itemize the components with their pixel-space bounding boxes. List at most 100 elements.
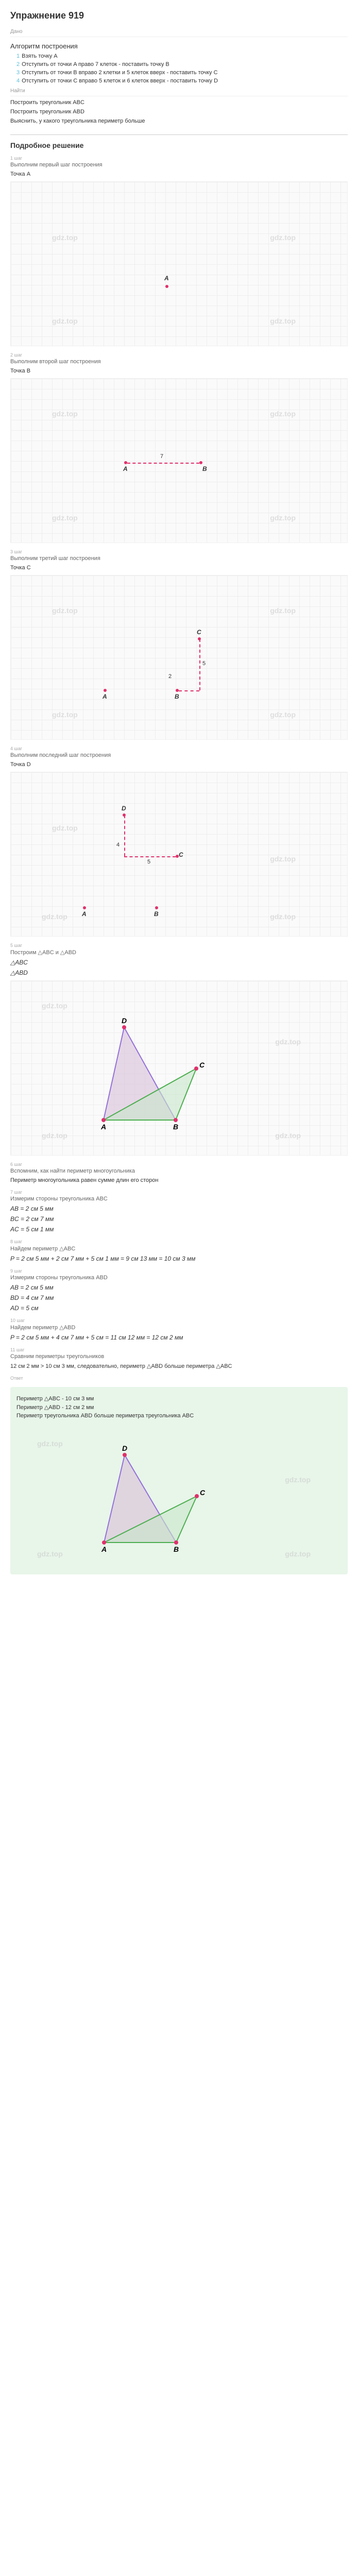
watermark: gdz.top: [52, 233, 78, 242]
perimeter-abd: P = 2 см 5 мм + 4 см 7 мм + 5 см = 11 см…: [10, 1334, 348, 1341]
answer-line: Периметр треугольника ABD больше перимет…: [16, 1413, 342, 1419]
step-label: 5 шаг: [10, 943, 348, 948]
point-a-label: A: [123, 465, 128, 472]
side-ab2: AB = 2 см 5 мм: [10, 1284, 348, 1291]
step-label: 10 шаг: [10, 1318, 348, 1323]
point-a: [165, 285, 168, 288]
step-text: Построим △ABC и △ABD: [10, 949, 348, 956]
watermark: gdz.top: [270, 912, 296, 921]
svg-text:B: B: [173, 1123, 178, 1131]
step-text: Выполним третий шаг построения: [10, 555, 348, 562]
triangles-svg: A B C D: [73, 996, 279, 1151]
point-label: Точка A: [10, 171, 348, 177]
answer-line: Периметр △ABC - 10 см 3 мм: [16, 1395, 342, 1402]
point-d: [123, 814, 126, 817]
watermark: gdz.top: [52, 514, 78, 522]
side-bd: BD = 4 см 7 мм: [10, 1294, 348, 1301]
dash-up: [199, 639, 200, 690]
num-7: 7: [160, 453, 163, 460]
dash-up-d: [124, 815, 125, 856]
triangle-abd: △ABD: [10, 969, 348, 976]
step-label: 9 шаг: [10, 1268, 348, 1274]
point-a: [83, 906, 86, 909]
algo-num: 3: [16, 70, 20, 76]
grid-triangles: gdz.top gdz.top gdz.top gdz.top A B C D: [10, 980, 348, 1156]
watermark: gdz.top: [52, 710, 78, 719]
step-text: Выполним первый шаг построения: [10, 162, 348, 168]
side-ad: AD = 5 см: [10, 1304, 348, 1312]
dash-ab: [127, 463, 199, 464]
step-label: 6 шаг: [10, 1162, 348, 1167]
watermark: gdz.top: [52, 410, 78, 418]
svg-text:C: C: [199, 1061, 205, 1069]
watermark: gdz.top: [270, 410, 296, 418]
task-text: Выяснить, у какого треугольника периметр…: [10, 118, 348, 124]
algo-text: Отступить от точки B вправо 2 клетки и 5…: [22, 70, 217, 76]
answer-label: Ответ: [10, 1376, 348, 1381]
algo-text: Отступить от точки C вправо 5 клеток и 6…: [22, 78, 218, 84]
point-a-label: A: [82, 910, 87, 918]
algo-item: 4Отступить от точки C вправо 5 клеток и …: [10, 78, 348, 84]
num-5: 5: [147, 859, 150, 865]
watermark: gdz.top: [42, 1131, 67, 1140]
perimeter-abc: P = 2 см 5 мм + 2 см 7 мм + 5 см 1 мм = …: [10, 1255, 348, 1262]
point-label: Точка D: [10, 761, 348, 768]
point-b: [199, 461, 202, 464]
algo-text: Отступить от точки A право 7 клеток - по…: [22, 61, 169, 67]
watermark: gdz.top: [52, 824, 78, 832]
svg-text:A: A: [101, 1545, 107, 1553]
point-label: Точка C: [10, 565, 348, 571]
algo-text: Взять точку A: [22, 53, 58, 59]
watermark: gdz.top: [270, 855, 296, 863]
step-text: Выполним второй шаг построения: [10, 359, 348, 365]
step-label: 8 шаг: [10, 1239, 348, 1244]
watermark: gdz.top: [270, 710, 296, 719]
step-text: Измерим стороны треугольника ABD: [10, 1275, 348, 1281]
watermark: gdz.top: [42, 912, 67, 921]
watermark: gdz.top: [270, 606, 296, 615]
algo-item: 2Отступить от точки A право 7 клеток - п…: [10, 61, 348, 67]
dash-b-right: [179, 690, 199, 691]
step-label: 4 шаг: [10, 746, 348, 751]
svg-text:A: A: [100, 1123, 106, 1131]
step-text: Выполним последний шаг построения: [10, 752, 348, 758]
watermark: gdz.top: [37, 1550, 63, 1558]
point-a-label: A: [103, 693, 107, 700]
point-a-label: A: [164, 275, 169, 282]
point-a: [104, 689, 107, 692]
svg-text:B: B: [174, 1545, 179, 1553]
watermark: gdz.top: [52, 606, 78, 615]
algo-item: 3Отступить от точки B вправо 2 клетки и …: [10, 70, 348, 76]
point-c: [198, 637, 201, 640]
point-b-label: B: [202, 465, 207, 472]
num-4: 4: [116, 842, 120, 848]
svg-text:D: D: [122, 1444, 127, 1452]
step-label: 11 шаг: [10, 1347, 348, 1352]
svg-text:D: D: [122, 1016, 127, 1025]
grid-step3: gdz.top gdz.top gdz.top gdz.top A B 2 5 …: [10, 575, 348, 740]
step-text: Сравним периметры треугольников: [10, 1353, 348, 1360]
point-b-label: B: [154, 910, 159, 918]
watermark: gdz.top: [270, 317, 296, 325]
perimeter-rule: Периметр многоугольника равен сумме длин…: [10, 1177, 348, 1183]
point-b: [155, 906, 158, 909]
answer-line: Периметр △ABD - 12 см 2 мм: [16, 1404, 342, 1411]
step-label: 3 шаг: [10, 549, 348, 554]
watermark: gdz.top: [285, 1550, 311, 1558]
algo-item: 1Взять точку A: [10, 53, 348, 59]
side-ac: AC = 5 см 1 мм: [10, 1226, 348, 1233]
watermark: gdz.top: [52, 317, 78, 325]
point-b-label: B: [175, 693, 179, 700]
step-label: 7 шаг: [10, 1190, 348, 1195]
point-label: Точка B: [10, 368, 348, 374]
point-d-label: D: [122, 805, 126, 812]
task-text: Построить треугольник ABD: [10, 109, 348, 115]
watermark: gdz.top: [270, 233, 296, 242]
svg-text:C: C: [200, 1488, 206, 1497]
step-text: Вспомним, как найти периметр многоугольн…: [10, 1168, 348, 1174]
answer-box: Периметр △ABC - 10 см 3 мм Периметр △ABD…: [10, 1387, 348, 1574]
triangle-abc: △ABC: [10, 959, 348, 966]
step-label: 2 шаг: [10, 352, 348, 358]
grid-step2: gdz.top gdz.top gdz.top gdz.top A 7 B: [10, 378, 348, 543]
watermark: gdz.top: [270, 514, 296, 522]
